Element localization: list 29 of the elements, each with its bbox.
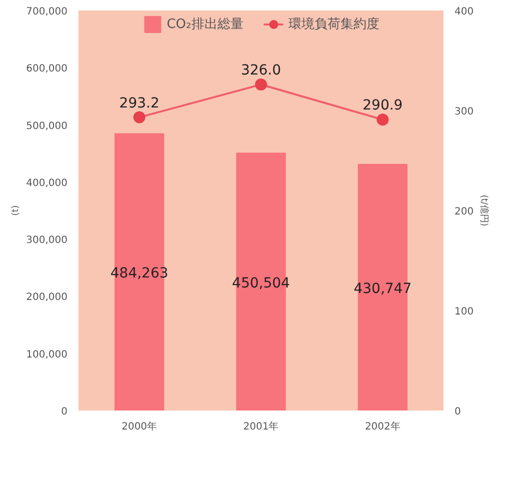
legend-label: CO₂排出総量	[166, 16, 244, 33]
data-label: 293.2	[119, 95, 160, 112]
y-tick-label: 500,000	[26, 120, 68, 132]
x-tick-label: 2001年	[243, 420, 279, 432]
y2-tick-label: 0	[454, 406, 461, 418]
y2-tick-label: 400	[454, 6, 474, 18]
data-label: 430,747	[354, 280, 412, 297]
data-label: 450,504	[232, 275, 290, 292]
y2-tick-label: 100	[454, 306, 474, 318]
y-tick-label: 0	[61, 406, 68, 418]
data-label: 290.9	[362, 98, 403, 114]
point	[255, 78, 267, 90]
y-tick-label: 700,000	[26, 6, 68, 18]
y-tick-label: 400,000	[26, 178, 68, 189]
y-tick-label: 100,000	[26, 349, 68, 360]
y-tick-label: 600,000	[26, 64, 68, 75]
y-tick-label: 300,000	[26, 235, 68, 246]
y2-axis-title: (t/億円)	[478, 194, 490, 226]
point	[133, 111, 146, 124]
x-tick-label: 2000年	[122, 420, 158, 432]
y-tick-label: 200,000	[26, 292, 68, 304]
point	[376, 114, 389, 126]
data-label: 484,263	[110, 266, 168, 282]
y-axis-title: (t)	[11, 205, 22, 216]
legend-label: 環境負荷集約度	[288, 16, 380, 33]
y2-tick-label: 200	[454, 206, 474, 218]
y2-tick-label: 300	[454, 106, 474, 118]
x-tick-label: 2002年	[364, 420, 400, 432]
data-label: 326.0	[240, 62, 282, 78]
